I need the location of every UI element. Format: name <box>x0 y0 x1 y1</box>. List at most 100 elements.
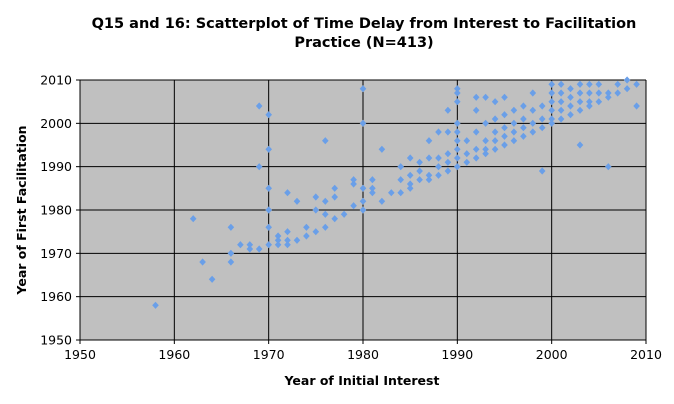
data-point <box>557 115 565 123</box>
data-point <box>369 189 376 197</box>
x-tick-label: 2010 <box>630 347 662 362</box>
data-point <box>359 119 367 127</box>
data-point <box>538 115 546 123</box>
data-point <box>416 167 423 175</box>
data-point <box>265 145 272 153</box>
data-point <box>350 202 357 210</box>
data-point <box>548 106 555 114</box>
data-point <box>633 80 640 88</box>
data-point <box>557 98 565 106</box>
data-point <box>454 89 461 97</box>
data-point <box>435 171 442 179</box>
data-point <box>472 128 480 136</box>
y-tick-label: 2000 <box>40 116 72 131</box>
data-point <box>416 158 423 166</box>
data-point <box>595 98 603 106</box>
data-point <box>435 154 442 162</box>
data-point <box>529 119 537 127</box>
x-tick-label: 2000 <box>536 347 568 362</box>
data-point <box>454 154 461 162</box>
data-point <box>416 176 423 184</box>
data-point <box>623 85 631 93</box>
data-point <box>482 150 489 158</box>
y-tick-labels: 1950 1960 1970 1980 1990 2000 2010 <box>40 73 72 348</box>
data-point <box>265 184 272 192</box>
y-tick-label: 1990 <box>40 159 72 174</box>
data-point <box>595 89 603 97</box>
data-point <box>623 76 631 84</box>
x-tick-label: 1990 <box>441 347 473 362</box>
data-point <box>482 137 489 145</box>
data-point <box>501 111 508 119</box>
data-point <box>265 206 272 214</box>
data-point <box>463 150 471 158</box>
data-point <box>274 236 282 244</box>
y-axis-title: Year of First Facilitation <box>14 125 29 295</box>
data-point <box>576 141 584 149</box>
data-point <box>359 206 367 214</box>
data-point <box>557 80 565 88</box>
data-point <box>586 89 593 97</box>
data-point <box>274 241 282 249</box>
data-point <box>369 176 376 184</box>
data-point <box>444 150 452 158</box>
data-point <box>520 124 527 132</box>
data-point <box>284 228 291 236</box>
data-point <box>303 223 310 231</box>
y-tick-label: 2010 <box>40 73 72 88</box>
data-point <box>425 154 433 162</box>
data-point <box>397 176 404 184</box>
data-point <box>406 180 414 188</box>
data-point <box>444 128 452 136</box>
data-point <box>227 249 235 257</box>
data-point <box>605 163 612 171</box>
data-point <box>482 93 489 101</box>
data-point <box>529 106 537 114</box>
data-point <box>454 128 461 136</box>
data-point <box>548 119 555 127</box>
data-point <box>567 102 574 110</box>
data-point <box>586 98 593 106</box>
data-point <box>510 106 518 114</box>
data-points <box>152 76 640 309</box>
data-point <box>520 115 527 123</box>
data-point <box>491 115 499 123</box>
data-point <box>406 154 414 162</box>
data-point <box>435 128 442 136</box>
data-point <box>520 102 527 110</box>
data-point <box>359 197 367 205</box>
data-point <box>454 85 461 93</box>
data-point <box>482 145 489 153</box>
data-point <box>548 98 555 106</box>
y-tick-label: 1950 <box>40 333 72 348</box>
data-point <box>454 137 461 145</box>
data-point <box>557 89 565 97</box>
data-point <box>576 89 584 97</box>
data-point <box>406 184 414 192</box>
data-point <box>237 241 244 249</box>
data-point <box>284 236 291 244</box>
data-point <box>378 145 386 153</box>
data-point <box>208 275 216 283</box>
data-point <box>576 80 584 88</box>
data-point <box>454 119 461 127</box>
data-point <box>538 124 546 132</box>
data-point <box>312 206 320 214</box>
data-point <box>331 193 338 201</box>
chart-title-line-2: Practice (N=413) <box>294 35 433 51</box>
data-point <box>378 197 386 205</box>
data-point <box>265 223 272 231</box>
data-point <box>538 102 546 110</box>
data-point <box>322 210 329 218</box>
data-point <box>510 128 518 136</box>
data-point <box>189 215 197 223</box>
data-point <box>274 232 282 240</box>
data-point <box>567 85 574 93</box>
data-point <box>454 163 461 171</box>
data-point <box>227 223 235 231</box>
data-point <box>397 163 404 171</box>
data-point <box>548 89 555 97</box>
x-axis-title: Year of Initial Interest <box>284 373 440 388</box>
data-point <box>472 145 480 153</box>
data-point <box>152 301 159 309</box>
